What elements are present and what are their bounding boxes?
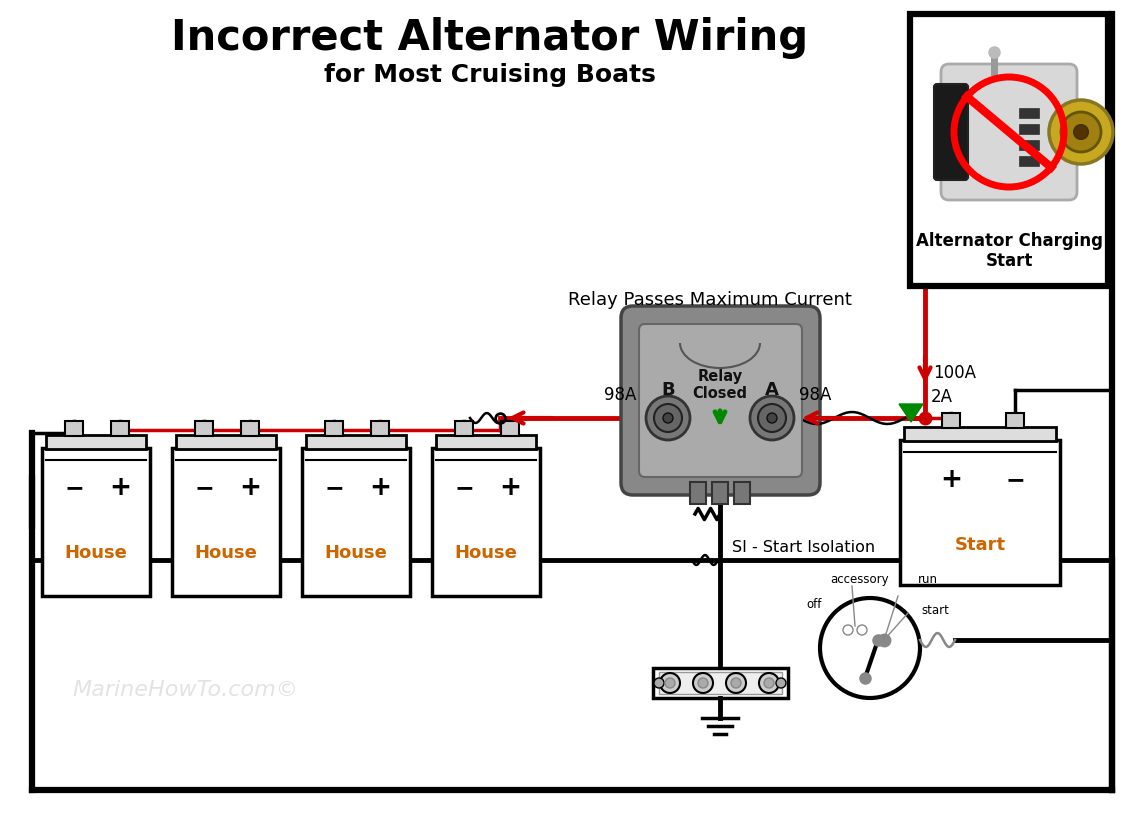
- Text: −: −: [64, 476, 84, 500]
- Text: start: start: [921, 604, 949, 616]
- Bar: [910, 14, 1108, 286]
- Bar: [659, 672, 782, 694]
- Bar: [46, 435, 146, 449]
- Text: −: −: [1006, 468, 1025, 492]
- Text: −: −: [455, 476, 474, 500]
- Bar: [432, 448, 540, 596]
- Bar: [176, 435, 276, 449]
- Bar: [302, 448, 410, 596]
- Bar: [1006, 413, 1024, 428]
- Circle shape: [664, 413, 673, 423]
- Bar: [903, 427, 1056, 441]
- Text: House: House: [455, 544, 518, 562]
- Circle shape: [820, 598, 920, 698]
- Circle shape: [758, 404, 786, 432]
- Bar: [241, 421, 258, 436]
- Text: House: House: [64, 544, 127, 562]
- Text: B: B: [661, 381, 675, 399]
- Bar: [65, 421, 84, 436]
- Text: run: run: [918, 573, 938, 586]
- Text: Alternator Charging
Start: Alternator Charging Start: [915, 232, 1102, 271]
- Text: 98A: 98A: [799, 386, 831, 404]
- Bar: [712, 482, 728, 504]
- Text: 2A: 2A: [931, 388, 953, 406]
- Bar: [456, 421, 473, 436]
- Text: Incorrect Alternator Wiring: Incorrect Alternator Wiring: [171, 17, 808, 59]
- Polygon shape: [899, 404, 923, 422]
- Bar: [1019, 124, 1039, 134]
- Circle shape: [750, 396, 794, 440]
- Bar: [943, 413, 960, 428]
- Circle shape: [1075, 125, 1088, 139]
- Bar: [195, 421, 214, 436]
- Circle shape: [698, 678, 708, 688]
- Bar: [900, 440, 1060, 585]
- Text: MarineHowTo.com©: MarineHowTo.com©: [72, 680, 298, 700]
- Text: −: −: [325, 476, 344, 500]
- Bar: [307, 435, 406, 449]
- Bar: [172, 448, 280, 596]
- Bar: [1019, 108, 1039, 118]
- Bar: [371, 421, 389, 436]
- Text: accessory: accessory: [831, 573, 890, 586]
- Bar: [653, 668, 788, 698]
- Text: A: A: [765, 381, 779, 399]
- FancyBboxPatch shape: [941, 64, 1077, 200]
- FancyBboxPatch shape: [934, 84, 968, 180]
- Circle shape: [767, 413, 777, 423]
- Circle shape: [776, 678, 786, 688]
- FancyBboxPatch shape: [621, 306, 820, 495]
- Circle shape: [660, 673, 680, 693]
- Circle shape: [1049, 100, 1114, 164]
- Text: Relay Passes Maximum Current: Relay Passes Maximum Current: [568, 291, 852, 309]
- Text: +: +: [940, 467, 962, 493]
- Bar: [1019, 140, 1039, 150]
- Text: +: +: [109, 475, 131, 501]
- Circle shape: [765, 678, 774, 688]
- Bar: [734, 482, 750, 504]
- Circle shape: [654, 678, 664, 688]
- Text: Relay
Closed: Relay Closed: [692, 369, 747, 401]
- Text: +: +: [369, 475, 390, 501]
- Text: off: off: [807, 597, 822, 610]
- FancyBboxPatch shape: [639, 324, 802, 477]
- Circle shape: [726, 673, 746, 693]
- Circle shape: [693, 673, 713, 693]
- Bar: [110, 421, 129, 436]
- Text: +: +: [239, 475, 261, 501]
- Text: −: −: [194, 476, 215, 500]
- Text: +: +: [498, 475, 521, 501]
- Text: Start: Start: [954, 536, 1006, 554]
- Circle shape: [731, 678, 740, 688]
- Circle shape: [665, 678, 675, 688]
- Text: House: House: [325, 544, 387, 562]
- Circle shape: [1061, 112, 1101, 152]
- Bar: [1019, 156, 1039, 166]
- Text: 100A: 100A: [933, 364, 976, 382]
- Bar: [690, 482, 706, 504]
- Text: for Most Cruising Boats: for Most Cruising Boats: [324, 63, 656, 87]
- Text: 98A: 98A: [604, 386, 636, 404]
- Text: SI - Start Isolation: SI - Start Isolation: [732, 540, 875, 555]
- Bar: [42, 448, 150, 596]
- Bar: [325, 421, 343, 436]
- Bar: [501, 421, 519, 436]
- Circle shape: [654, 404, 682, 432]
- Circle shape: [646, 396, 690, 440]
- Circle shape: [759, 673, 779, 693]
- Text: House: House: [194, 544, 257, 562]
- Bar: [436, 435, 536, 449]
